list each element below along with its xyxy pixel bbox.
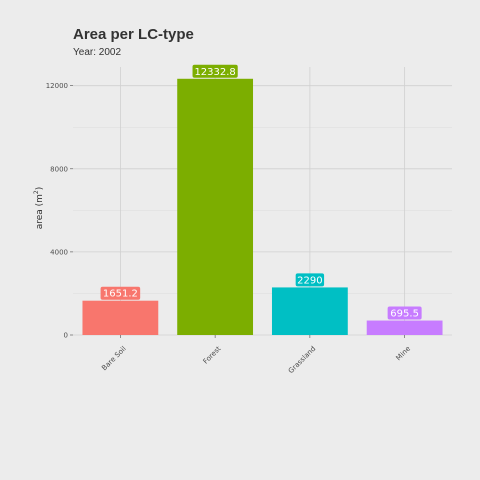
- data-label-box: [295, 273, 325, 287]
- chart-title: Area per LC-type: [73, 26, 194, 43]
- chart-subtitle: Year: 2002: [73, 47, 122, 58]
- y-tick-label: 8000: [50, 165, 68, 173]
- data-label: 2290: [297, 275, 322, 286]
- y-tick-label: 4000: [50, 248, 68, 256]
- data-label-box: [100, 286, 141, 300]
- bar-forest: [177, 78, 254, 335]
- bars: [82, 78, 443, 335]
- data-label: 12332.8: [194, 67, 235, 78]
- data-label-box: [192, 64, 238, 78]
- data-label-box: [387, 306, 422, 320]
- data-label: 1651.2: [103, 289, 138, 300]
- x-tick-label: Forest: [202, 345, 223, 366]
- bar-grassland: [271, 287, 348, 335]
- y-axis-title: area (m2): [33, 187, 45, 230]
- y-tick-label: 12000: [46, 82, 68, 90]
- bar-bare-soil: [82, 300, 159, 335]
- x-tick-label: Mine: [395, 345, 412, 362]
- y-axis: 0 4000 8000 12000: [46, 82, 73, 340]
- y-tick-label: 0: [64, 332, 68, 340]
- x-tick-label: Grassland: [287, 345, 317, 375]
- x-tick-label: Bare Soil: [100, 345, 128, 373]
- data-label: 695.5: [390, 309, 419, 320]
- x-axis: Bare Soil Forest Grassland Mine: [100, 335, 412, 375]
- bar-mine: [366, 320, 443, 335]
- data-labels: 1651.2 12332.8 2290 695.5: [100, 64, 422, 320]
